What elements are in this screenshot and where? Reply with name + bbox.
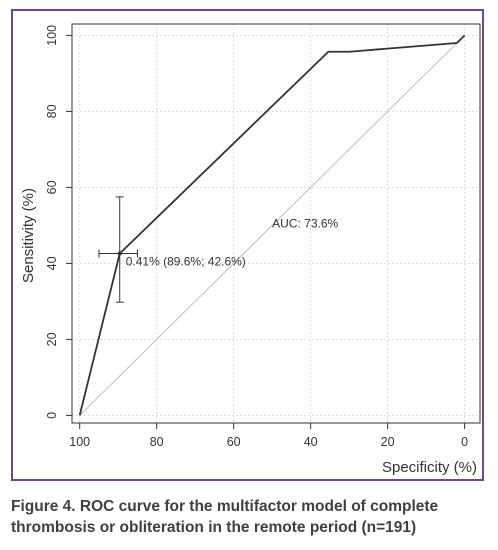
y-tick-label: 20 bbox=[45, 332, 59, 346]
y-tick-label: 40 bbox=[45, 256, 59, 270]
roc-chart: 100 80 60 40 20 0 0 20 40 60 80 100 AUC: 73.6% 0.41… bbox=[20, 23, 481, 476]
axes: 100 80 60 40 20 0 0 20 40 60 80 100 bbox=[45, 25, 468, 449]
caption-line-1: Figure 4. ROC curve for the multifactor … bbox=[11, 498, 439, 515]
x-tick-label: 20 bbox=[381, 435, 395, 449]
reference-diagonal bbox=[79, 35, 465, 416]
plot-area-border bbox=[71, 23, 481, 424]
figure-frame bbox=[11, 9, 484, 481]
threshold-label: 0.41% (89.6%; 42.6%) bbox=[126, 255, 246, 269]
threshold-point bbox=[117, 251, 122, 256]
y-tick-label: 60 bbox=[45, 180, 59, 194]
auc-annotation: AUC: 73.6% bbox=[272, 216, 338, 230]
x-tick-label: 100 bbox=[69, 435, 90, 449]
y-axis-label: Sensitivity (%) bbox=[20, 188, 37, 283]
x-tick-label: 0 bbox=[461, 435, 468, 449]
x-tick-label: 40 bbox=[304, 435, 318, 449]
y-tick-label: 100 bbox=[45, 25, 59, 46]
x-tick-label: 60 bbox=[227, 435, 241, 449]
y-tick-label: 80 bbox=[45, 104, 59, 118]
grid bbox=[72, 24, 480, 423]
roc-curve bbox=[78, 34, 466, 416]
y-tick-label: 0 bbox=[45, 412, 59, 419]
figure-caption: Figure 4. ROC curve for the multifactor … bbox=[11, 496, 491, 538]
x-tick-label: 80 bbox=[150, 435, 164, 449]
x-axis-label: Specificity (%) bbox=[382, 459, 477, 476]
threshold-error-bars bbox=[98, 196, 138, 303]
caption-line-2: thrombosis or obliteration in the remote… bbox=[11, 519, 417, 536]
